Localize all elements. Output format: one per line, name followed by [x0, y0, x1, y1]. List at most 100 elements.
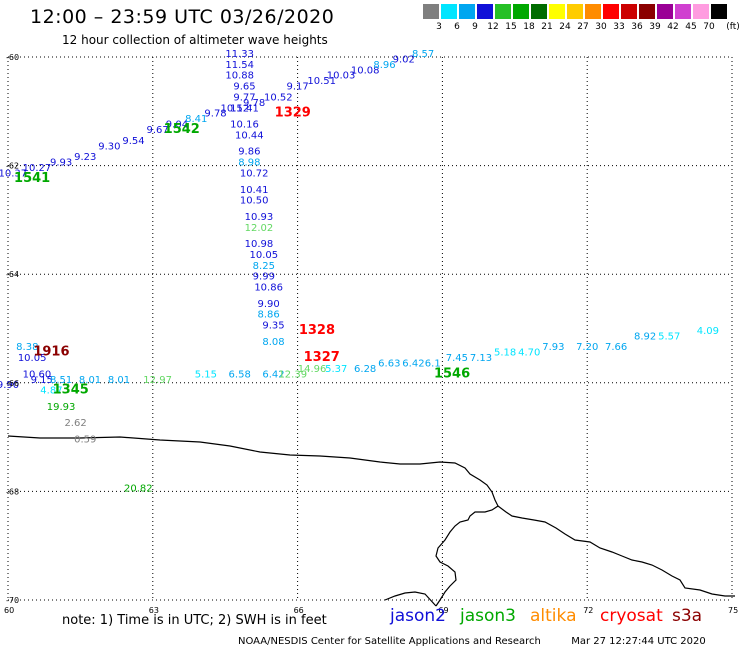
legend-label: 24 [559, 22, 571, 32]
wave-height-label: 14.96 [298, 364, 327, 375]
wave-height-label: 10.86 [254, 282, 283, 293]
wave-height-label: 8.92 [634, 331, 656, 342]
legend-swatch [423, 4, 439, 19]
lon-tick-label: 60 [4, 606, 14, 615]
wave-height-label: 9.23 [74, 152, 96, 163]
wave-height-label: 2.62 [64, 418, 86, 429]
wave-height-label: 9.02 [393, 54, 415, 65]
wave-height-label: 9.04 [166, 120, 188, 131]
wave-height-label: 7.66 [605, 342, 627, 353]
wave-height-label: 10.50 [240, 196, 269, 207]
wave-height-label: 10.51 [307, 76, 336, 87]
wave-height-label: 10.60 [23, 369, 52, 380]
pass-time-label: 1327 [304, 350, 340, 365]
wave-height-label: 8.57 [412, 49, 434, 60]
pass-time-label: 1546 [434, 366, 470, 381]
wave-height-label: 5.18 [494, 348, 516, 359]
map-subtitle: 12 hour collection of altimeter wave hei… [62, 33, 328, 47]
wave-height-label: 11.54 [225, 60, 254, 71]
lon-tick-label: 75 [728, 606, 738, 615]
wave-height-label: 5.15 [195, 369, 217, 380]
satellite-jason3: jason3 [460, 606, 516, 626]
lat-tick-label: -68 [6, 487, 19, 496]
legend-label: 18 [523, 22, 535, 32]
lon-tick-label: 66 [294, 606, 304, 615]
wave-height-label: 8.38 [16, 342, 38, 353]
legend-label: 30 [595, 22, 607, 32]
wave-height-label: 9.15 [31, 375, 53, 386]
wave-height-label: 4.70 [518, 348, 540, 359]
wave-height-label: 12.97 [143, 375, 172, 386]
wave-height-label: 7.93 [542, 342, 564, 353]
wave-height-label: 11.41 [230, 103, 259, 114]
legend-swatch [621, 4, 637, 19]
legend-swatch [639, 4, 655, 19]
wave-height-label: 9.93 [50, 158, 72, 169]
wave-height-label: 4.87 [40, 386, 62, 397]
legend-swatch [585, 4, 601, 19]
wave-height-label: 9.67 [146, 125, 168, 136]
wave-height-label: 9.99 [253, 272, 275, 283]
wave-height-label: 6.42 [262, 369, 284, 380]
wave-height-label: 9.65 [233, 82, 255, 93]
track-eastbound: 9.90 9.158.51 8.01 8.01 12.97 5.15 6.58 6.4212.… [0, 326, 719, 391]
pass-time-label: 1542 [164, 122, 200, 137]
wave-height-label: 9.78 [204, 109, 226, 120]
credit-line: NOAA/NESDIS Center for Satellite Applica… [238, 636, 706, 647]
lon-tick-label: 69 [438, 606, 448, 615]
lat-tick-label: -60 [6, 53, 19, 62]
wave-height-label: 12.02 [245, 223, 274, 234]
wave-height-label: 10.41 [240, 185, 269, 196]
wave-height-label: 8.01 [108, 375, 130, 386]
wave-height-label: 5.57 [658, 331, 680, 342]
wave-height-label: 10.88 [225, 71, 254, 82]
wave-height-label: 20.82 [124, 483, 153, 494]
legend-swatch [441, 4, 457, 19]
legend-label: 9 [472, 22, 478, 32]
legend-swatch [693, 4, 709, 19]
lat-tick-label: -66 [6, 379, 19, 388]
wave-height-label: 6.1 [425, 359, 441, 370]
coastline-east [497, 505, 735, 597]
satellite-altika: altika [530, 606, 577, 626]
wave-height-label: 7.13 [470, 353, 492, 364]
wave-height-label: 6.42 [402, 359, 424, 370]
wave-height-label: 10.05 [18, 353, 47, 364]
pass-time-label: 1916 [33, 345, 69, 360]
pass-time-label: 1329 [275, 106, 311, 121]
wave-height-label: 8.86 [258, 310, 280, 321]
wave-height-label: 10.16 [230, 120, 259, 131]
legend-swatch [477, 4, 493, 19]
legend-label: 33 [613, 22, 625, 32]
wave-height-label: 10.37 [0, 168, 27, 179]
wave-height-label: 10.27 [23, 163, 52, 174]
pass-time-label: 1328 [299, 323, 335, 338]
antarctic-coastline [7, 435, 499, 607]
pass-time-label: 1345 [53, 383, 89, 398]
wave-height-label: 12.39 [278, 369, 307, 380]
legend-unit: (ft) [726, 22, 740, 32]
lat-tick-label: -70 [6, 596, 19, 605]
wave-height-label: 9.54 [122, 136, 144, 147]
legend-swatch [549, 4, 565, 19]
wave-height-label: 9.90 [0, 380, 19, 391]
legend-swatch [495, 4, 511, 19]
wave-height-label: 9.90 [258, 299, 280, 310]
wave-height-label: 8.25 [253, 261, 275, 272]
legend-label: 15 [505, 22, 517, 32]
legend-label: 42 [667, 22, 679, 32]
legend-swatch [603, 4, 619, 19]
wave-height-label: 6.58 [229, 369, 251, 380]
lat-lon-grid [7, 56, 733, 601]
satellite-s3a: s3a [672, 606, 703, 626]
wave-height-label: 10.93 [245, 212, 274, 223]
legend-swatch [459, 4, 475, 19]
wave-height-label: 6.63 [378, 359, 400, 370]
wave-height-label: 9.78 [243, 98, 265, 109]
wave-height-label: 6.28 [354, 364, 376, 375]
